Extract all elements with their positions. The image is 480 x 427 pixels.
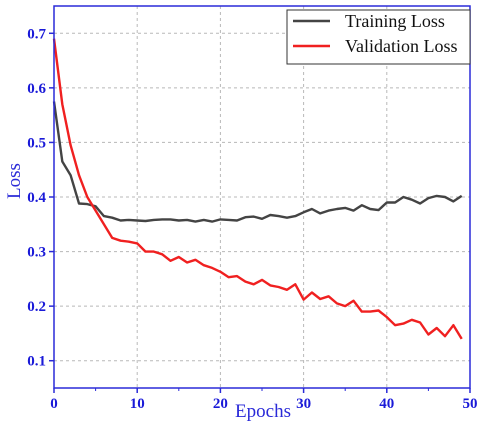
y-tick-label: 0.5 [27,135,46,151]
y-tick-label: 0.2 [27,299,46,315]
y-tick-label: 0.4 [27,190,46,206]
y-tick-label: 0.3 [27,245,46,261]
x-tick-label: 40 [379,396,394,412]
x-tick-label: 10 [130,396,145,412]
legend-box [286,9,471,65]
legend: Training Loss Validation Loss [286,9,471,65]
grid [54,6,470,388]
x-tick-label: 20 [213,396,228,412]
y-ticks: 0.1 0.2 0.3 0.4 0.5 0.6 0.7 [27,26,54,370]
legend-label-validation: Validation Loss [345,36,458,56]
y-tick-label: 0.7 [27,26,46,42]
x-tick-label: 30 [296,396,311,412]
x-tick-label: 0 [50,396,58,412]
y-tick-label: 0.1 [27,354,46,370]
series-line-training [52,101,463,223]
y-axis-title: Loss [4,163,25,199]
series-line-validation [52,38,463,340]
legend-label-training: Training Loss [345,11,445,31]
series-lines [52,38,463,340]
y-tick-label: 0.6 [27,81,46,97]
x-tick-label: 50 [463,396,478,412]
x-ticks: 0 10 20 30 40 50 [50,388,478,412]
x-axis-title: Epochs [235,401,291,422]
